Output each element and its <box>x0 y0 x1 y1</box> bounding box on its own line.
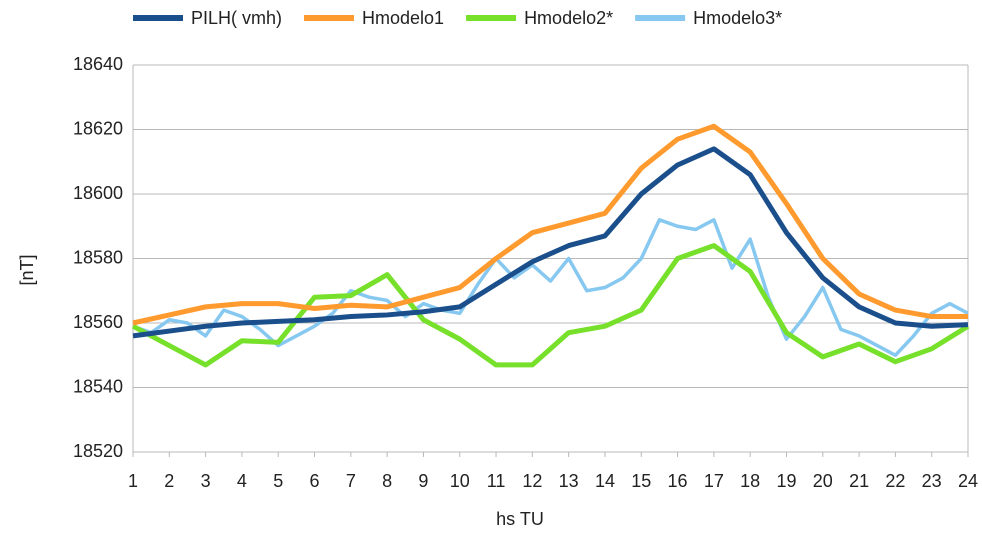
series-line <box>132 218 969 357</box>
x-tick-label: 1 <box>128 471 138 491</box>
y-tick-label: 18580 <box>73 247 123 267</box>
x-tick-label: 9 <box>418 471 428 491</box>
legend-label: PILH( vmh) <box>191 8 282 28</box>
x-tick-label: 15 <box>631 471 651 491</box>
y-tick-label: 18600 <box>73 183 123 203</box>
series-line <box>132 123 968 326</box>
series-line <box>131 243 970 368</box>
x-tick-label: 7 <box>346 471 356 491</box>
x-tick-label: 3 <box>201 471 211 491</box>
x-tick-label: 22 <box>885 471 905 491</box>
x-tick-label: 19 <box>776 471 796 491</box>
x-tick-label: 20 <box>813 471 833 491</box>
x-tick-label: 14 <box>595 471 615 491</box>
x-tick-label: 10 <box>450 471 470 491</box>
x-tick-label: 6 <box>310 471 320 491</box>
x-tick-label: 18 <box>740 471 760 491</box>
x-tick-label: 8 <box>382 471 392 491</box>
legend-label: Hmodelo1 <box>362 8 444 28</box>
x-tick-label: 16 <box>668 471 688 491</box>
x-tick-label: 23 <box>922 471 942 491</box>
x-tick-label: 4 <box>237 471 247 491</box>
x-tick-label: 5 <box>273 471 283 491</box>
legend-label: Hmodelo2* <box>524 8 613 28</box>
x-tick-label: 24 <box>958 471 978 491</box>
y-tick-label: 18540 <box>73 376 123 396</box>
x-tick-label: 11 <box>487 471 506 491</box>
x-tick-label: 13 <box>559 471 579 491</box>
y-tick-label: 18620 <box>73 118 123 138</box>
series-line <box>132 146 969 339</box>
y-tick-label: 18640 <box>73 54 123 74</box>
y-axis-label: [nT] <box>17 254 37 285</box>
x-tick-label: 12 <box>522 471 542 491</box>
legend-label: Hmodelo3* <box>693 8 782 28</box>
y-tick-label: 18520 <box>73 441 123 461</box>
x-axis-label: hs TU <box>496 509 544 529</box>
x-tick-label: 2 <box>164 471 174 491</box>
x-tick-label: 17 <box>704 471 724 491</box>
y-tick-label: 18560 <box>73 312 123 332</box>
x-tick-label: 21 <box>849 471 869 491</box>
